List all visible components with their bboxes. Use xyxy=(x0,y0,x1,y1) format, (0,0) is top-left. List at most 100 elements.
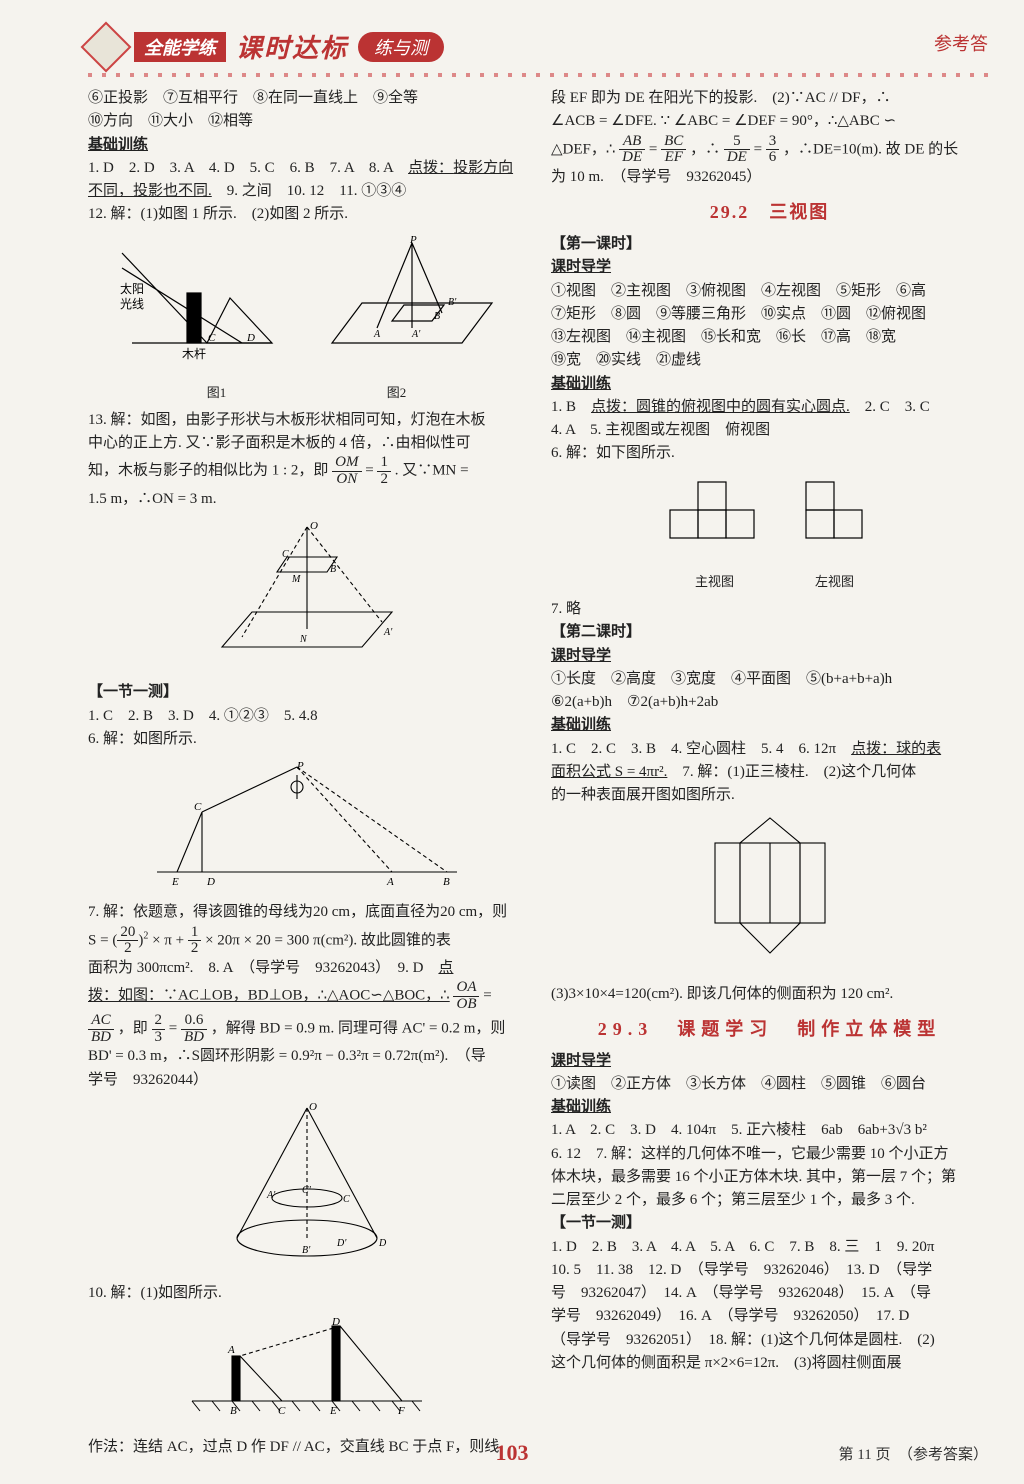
brand-1: 全能学练 xyxy=(134,32,226,62)
q10: 10. 解：(1)如图所示. xyxy=(88,1282,525,1305)
intro-2: ⑩方向 ⑪大小 ⑫相等 xyxy=(88,110,525,133)
yijie2: 【一节一测】 xyxy=(551,1212,988,1235)
jichu3a: 1. C 2. C 3. B 4. 空心圆柱 5. 4 6. 12π xyxy=(551,741,851,757)
dx2: ⑦矩形 ⑧圆 ⑨等腰三角形 ⑩实点 ⑪圆 ⑫俯视图 xyxy=(551,303,988,326)
net-svg xyxy=(710,813,830,968)
jichu4d: 二层至少 2 个，最多 6 个；第三层至少 1 个，最多 3 个. xyxy=(551,1189,988,1212)
jichu3-line: 1. C 2. C 3. B 4. 空心圆柱 5. 4 6. 12π 点拨：球的… xyxy=(551,738,988,761)
svg-text:M: M xyxy=(291,574,301,585)
svg-text:B: B xyxy=(230,1405,237,1417)
svg-text:B': B' xyxy=(448,297,457,308)
header-right: 参考答 xyxy=(934,30,988,56)
daoxue1: 课时导学 xyxy=(551,256,988,279)
fig1-cap: 图1 xyxy=(127,383,307,403)
section-jichu: 基础训练 xyxy=(88,134,525,157)
figure-net xyxy=(551,813,988,976)
jichu4: 基础训练 xyxy=(551,1096,988,1119)
q13b: 中心的正上方. 又∵影子面积是木板的 4 倍，∴由相似性可 xyxy=(88,432,525,455)
q7b: S = (202)2 × π + 12 × 20π × 20 = 300 π(c… xyxy=(88,925,525,958)
r-top2: ∠ACB = ∠DFE. ∵ ∠ABC = ∠DEF = 90°，∴△ABC ∽ xyxy=(551,110,988,133)
svg-text:D': D' xyxy=(336,1238,347,1249)
figure-3: O C B M N A' xyxy=(88,517,525,675)
figure-1-2: 太阳 光线 木杆 C D P A A' B B' xyxy=(88,233,525,403)
daoxue3: 课时导学 xyxy=(551,1050,988,1073)
q13c-pre: 知，木板与影子的相似比为 1 : 2，即 xyxy=(88,463,332,479)
jichu2c: 4. A 5. 主视图或左视图 俯视图 xyxy=(551,419,988,442)
r-top3-end: ，∴DE=10(m). 故 DE 的长 xyxy=(783,141,958,157)
kewen2: 【第二课时】 xyxy=(551,621,988,644)
q7b-mid: × π + xyxy=(152,932,188,948)
fig10-svg: A D B C E F xyxy=(182,1311,432,1421)
svg-text:O: O xyxy=(309,1101,317,1113)
zhu-svg xyxy=(658,472,768,562)
q10b: 作法：连结 AC，过点 D 作 DF // AC，交直线 BC 于点 F，则线 xyxy=(88,1436,525,1459)
fig4-svg: C P E D A B xyxy=(147,757,467,887)
dx3: ⑬左视图 ⑭主视图 ⑮长和宽 ⑯长 ⑰高 ⑱宽 xyxy=(551,326,988,349)
jichu2tip: 点拨：圆锥的俯视图中的圆有实心圆点. xyxy=(591,399,850,415)
q9b-end: ，解得 BD = 0.9 m. 同理可得 AC' = 0.2 m，则 xyxy=(211,1021,506,1037)
jichu2-line1: 1. B 点拨：圆锥的俯视图中的圆有实心圆点. 2. C 3. C xyxy=(551,396,988,419)
y2b: 10. 5 11. 38 12. D （导学号 93262046） 13. D … xyxy=(551,1259,988,1282)
fig3-svg: O C B M N A' xyxy=(192,517,422,667)
q7b-pre: S = xyxy=(88,932,112,948)
jichu4a: 1. A 2. C 3. D 4. 104π 5. 正六棱柱 6ab 6ab+3… xyxy=(551,1119,988,1142)
q9b-eq: = xyxy=(169,1021,181,1037)
ans1-tip-label: 点拨： xyxy=(408,160,453,176)
jichu4b: 6. 12 7. 解：这样的几何体不唯一，它最少需要 10 个小正方 xyxy=(551,1143,988,1166)
y2f: 这个几何体的侧面积是 π×2×6=12π. (3)将圆柱侧面展 xyxy=(551,1352,988,1375)
svg-text:A: A xyxy=(227,1344,235,1356)
q13a: 13. 解：如图，由影子形状与木板形状相同可知，灯泡在木板 xyxy=(88,409,525,432)
yijie6: 6. 解：如图所示. xyxy=(88,728,525,751)
svg-text:F: F xyxy=(397,1405,405,1417)
q7b-post: × 20π × 20 = 300 π(cm²). 故此圆锥的表 xyxy=(205,932,451,948)
y2a: 1. D 2. B 3. A 4. A 5. A 6. C 7. B 8. 三 … xyxy=(551,1236,988,1259)
svg-text:光线: 光线 xyxy=(120,297,144,311)
svg-text:C: C xyxy=(278,1405,286,1417)
jichu2a: 1. B xyxy=(551,399,591,415)
page-number: 103 xyxy=(496,1440,529,1466)
jichu4c: 体木块，最多需要 16 个小正方体木块. 其中，第一层 7 个；第 xyxy=(551,1166,988,1189)
column-right: 段 EF 即为 DE 在阳光下的投影. (2)∵AC // DF，∴ ∠ACB … xyxy=(551,87,988,1459)
svg-text:B: B xyxy=(330,564,336,575)
svg-text:B: B xyxy=(434,311,440,322)
page-footer-right: 第 11 页 （参考答案） xyxy=(839,1443,988,1464)
cone-svg: O A' C' C B' D' D xyxy=(207,1098,407,1268)
zuo-svg xyxy=(791,472,881,562)
intro-1: ⑥正投影 ⑦互相平行 ⑧在同一直线上 ⑨全等 xyxy=(88,87,525,110)
svg-text:B': B' xyxy=(302,1245,311,1256)
q9c: BD' = 0.3 m，∴S圆环形阴影 = 0.9²π − 0.3²π = 0.… xyxy=(88,1045,525,1068)
fig2-cap: 图2 xyxy=(307,383,487,403)
r-top1: 段 EF 即为 DE 在阳光下的投影. (2)∵AC // DF，∴ xyxy=(551,87,988,110)
jichu2: 基础训练 xyxy=(551,373,988,396)
q9b-post: ，即 xyxy=(118,1021,152,1037)
brand-2: 课时达标 xyxy=(236,28,348,65)
figure-10: A D B C E F xyxy=(88,1311,525,1429)
r-top3-eq2: = xyxy=(754,141,766,157)
figure-three-views: 主视图左视图 xyxy=(551,472,988,592)
svg-text:A': A' xyxy=(411,329,421,340)
r-top3: △DEF，∴ ABDE = BCEF ，∴ 5DE = 36 ，∴DE=10(m… xyxy=(551,134,988,167)
q12: 12. 解：(1)如图 1 所示. (2)如图 2 所示. xyxy=(88,203,525,226)
page-header: 全能学练 课时达标 练与测 xyxy=(88,28,988,65)
figure-cone: O A' C' C B' D' D xyxy=(88,1098,525,1276)
kewen1: 【第一课时】 xyxy=(551,233,988,256)
jichu2b: 2. C 3. C xyxy=(850,399,930,415)
svg-text:C: C xyxy=(282,549,289,560)
cap-zuo: 左视图 xyxy=(780,572,890,592)
svg-text:C': C' xyxy=(302,1185,312,1196)
svg-text:E: E xyxy=(171,876,179,887)
jichu3c: 7. 解：(1)正三棱柱. (2)这个几何体 xyxy=(667,764,916,780)
figure-4: C P E D A B xyxy=(88,757,525,895)
y2c: 号 93262047） 14. A （导学号 93262048） 15. A （… xyxy=(551,1282,988,1305)
dx2-2: ⑥2(a+b)h ⑦2(a+b)h+2ab xyxy=(551,691,988,714)
svg-text:A': A' xyxy=(266,1190,276,1201)
q9tip: 点 xyxy=(438,960,453,976)
svg-text:A: A xyxy=(373,329,381,340)
svg-text:D: D xyxy=(378,1238,387,1249)
daoxue2: 课时导学 xyxy=(551,645,988,668)
dx4: ⑲宽 ⑳实线 ㉑虚线 xyxy=(551,349,988,372)
brand-3: 练与测 xyxy=(358,32,444,62)
column-left: ⑥正投影 ⑦互相平行 ⑧在同一直线上 ⑨全等 ⑩方向 ⑪大小 ⑫相等 基础训练 … xyxy=(88,87,525,1459)
r-top3-eq1: = xyxy=(649,141,661,157)
svg-text:太阳: 太阳 xyxy=(120,281,144,296)
